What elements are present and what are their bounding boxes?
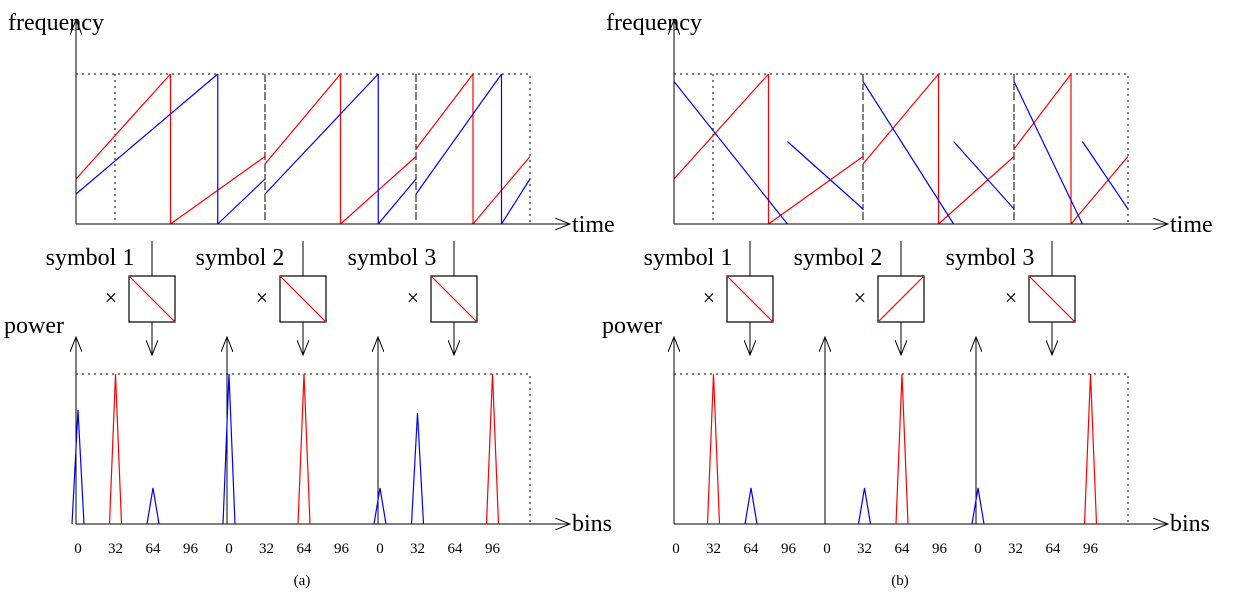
red-chirp-segment-2	[862, 73, 939, 165]
blue-chirp-segment-1	[217, 178, 266, 225]
bin-tick-2-32: 32	[259, 541, 274, 557]
multiply-sign-3: ×	[407, 285, 419, 310]
frequency-plot-bound	[673, 73, 1129, 225]
blue-peak-1-1	[146, 487, 160, 525]
frequency-plot-bound	[75, 73, 531, 225]
power-axis-label: power	[602, 313, 662, 339]
downchirp-reference-3	[430, 275, 478, 323]
symbol-label-3: symbol 3	[348, 245, 437, 271]
multiply-sign-2: ×	[854, 285, 866, 310]
bin-tick-1-96: 96	[781, 541, 797, 557]
red-peak-3	[485, 373, 500, 525]
multiply-sign-1: ×	[703, 285, 715, 310]
bin-tick-3-32: 32	[1008, 541, 1023, 557]
multiply-sign-1: ×	[105, 285, 117, 310]
red-peak-1	[108, 373, 123, 525]
bins-axis-label: bins	[572, 511, 612, 537]
blue-chirp-segment-4	[1013, 81, 1083, 225]
bin-tick-2-0: 0	[225, 541, 233, 557]
red-chirp-segment-0	[75, 73, 171, 180]
blue-peak-3-0	[971, 487, 985, 525]
symbol-label-2: symbol 2	[196, 245, 285, 271]
blue-chirp-segment-3	[953, 141, 1015, 210]
bin-tick-3-0: 0	[974, 541, 982, 557]
bin-tick-1-96: 96	[183, 541, 199, 557]
blue-chirp-segment-0	[673, 81, 788, 225]
bin-tick-2-64: 64	[895, 541, 911, 557]
upchirp-reference-2	[877, 275, 925, 323]
bin-tick-1-64: 64	[146, 541, 162, 557]
downchirp-reference-2	[279, 275, 327, 323]
bin-tick-2-0: 0	[823, 541, 831, 557]
bin-tick-2-64: 64	[297, 541, 313, 557]
red-chirp-segment-4	[415, 73, 474, 150]
red-peak-2	[297, 373, 311, 525]
time-axis-label: time	[572, 212, 615, 238]
red-chirp-segment-3	[938, 156, 1015, 225]
bin-tick-1-32: 32	[108, 541, 123, 557]
frequency-axis-label: frequency	[606, 10, 702, 36]
panel-caption: (a)	[294, 573, 311, 589]
symbol-label-3: symbol 3	[946, 245, 1035, 271]
blue-chirp-segment-3	[377, 178, 417, 225]
bin-tick-2-96: 96	[334, 541, 350, 557]
blue-chirp-segment-5	[500, 178, 531, 225]
red-chirp-segment-2	[264, 73, 341, 165]
blue-peak-2-0	[222, 373, 236, 525]
bin-tick-3-0: 0	[376, 541, 384, 557]
blue-peak-1-0	[71, 409, 85, 525]
symbol-label-1: symbol 1	[46, 245, 135, 271]
blue-chirp-segment-2	[862, 81, 955, 225]
red-chirp-segment-5	[1070, 156, 1129, 225]
downchirp-reference-1	[128, 275, 176, 323]
red-peak-2	[895, 373, 909, 525]
bin-tick-2-32: 32	[857, 541, 872, 557]
downchirp-reference-3	[1028, 275, 1076, 323]
blue-chirp-segment-5	[1081, 141, 1129, 210]
bin-tick-3-96: 96	[485, 541, 501, 557]
bin-tick-1-32: 32	[706, 541, 721, 557]
panel-caption: (b)	[891, 573, 909, 589]
blue-peak-1-0	[744, 487, 758, 525]
blue-chirp-segment-1	[787, 141, 864, 210]
bin-tick-1-0: 0	[74, 541, 82, 557]
bin-tick-1-0: 0	[672, 541, 680, 557]
blue-peak-3-1	[410, 412, 425, 525]
bin-tick-3-32: 32	[410, 541, 425, 557]
multiply-sign-3: ×	[1005, 285, 1017, 310]
blue-chirp-segment-0	[75, 73, 219, 195]
power-axis-label: power	[4, 313, 64, 339]
red-chirp-segment-1	[768, 156, 864, 225]
red-peak-3	[1083, 373, 1098, 525]
frequency-axis-label: frequency	[8, 10, 104, 36]
bin-tick-2-96: 96	[932, 541, 948, 557]
red-peak-1	[706, 373, 721, 525]
red-chirp-segment-4	[1013, 73, 1072, 150]
panel-a: frequency time symbol 1 × symbol 2 × symbol 3 ×…	[4, 10, 615, 589]
multiply-sign-2: ×	[256, 285, 268, 310]
power-plot-bound	[673, 373, 1129, 525]
panel-b: frequency time symbol 1 × symbol 2 × symbol 3 ×…	[602, 10, 1213, 589]
symbol-label-2: symbol 2	[794, 245, 883, 271]
bin-tick-3-64: 64	[1046, 541, 1062, 557]
blue-chirp-segment-2	[264, 73, 379, 195]
symbol-label-1: symbol 1	[644, 245, 733, 271]
downchirp-reference-1	[726, 275, 774, 323]
bin-tick-3-64: 64	[448, 541, 464, 557]
bin-tick-3-96: 96	[1083, 541, 1099, 557]
bin-tick-1-64: 64	[744, 541, 760, 557]
time-axis-label: time	[1170, 212, 1213, 238]
blue-chirp-segment-4	[415, 73, 502, 195]
power-plot-bound	[75, 373, 531, 525]
red-chirp-segment-0	[673, 73, 769, 180]
blue-peak-2-0	[857, 487, 872, 525]
blue-peak-3-0	[373, 487, 387, 525]
bins-axis-label: bins	[1170, 511, 1210, 537]
